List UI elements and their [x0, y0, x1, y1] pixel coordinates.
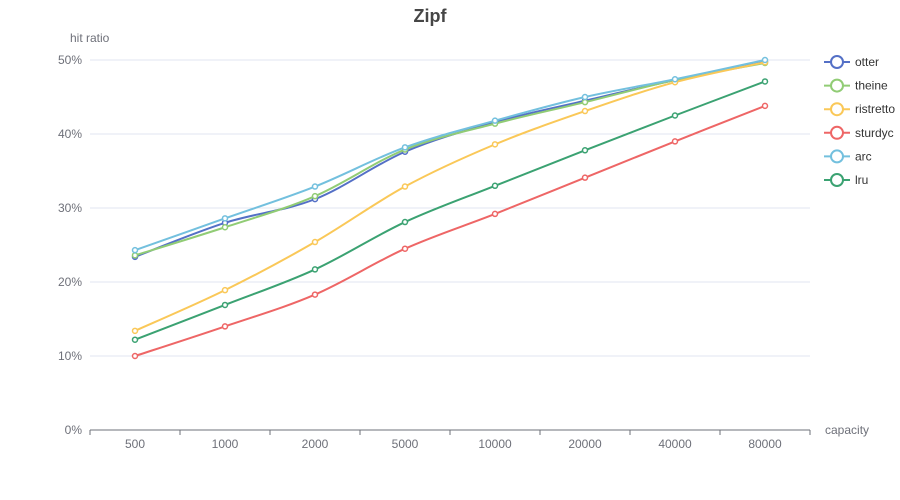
data-point [401, 245, 409, 252]
y-axis-label: hit ratio [70, 31, 110, 45]
data-point [131, 352, 139, 360]
x-tick-label: 10000 [478, 437, 512, 451]
x-tick-label: 500 [125, 437, 145, 451]
data-point [221, 323, 229, 330]
data-point [491, 141, 499, 148]
data-point [491, 117, 499, 124]
series-line-sturdyc [134, 104, 766, 357]
x-tick-label: 40000 [658, 437, 692, 451]
chart-title: Zipf [414, 6, 448, 26]
legend-label: otter [855, 55, 879, 69]
data-point [491, 182, 499, 190]
data-point [131, 336, 139, 343]
y-tick-label: 0% [65, 423, 83, 437]
y-axis: 0% 10% 20% 30% 40% 50% [58, 53, 82, 437]
data-point [401, 144, 409, 151]
legend-label: lru [855, 173, 868, 187]
legend: otter theine ristretto sturdyc arc lru [824, 55, 895, 187]
legend-item-arc[interactable]: arc [824, 149, 872, 164]
data-point [221, 301, 229, 309]
legend-circle-icon [830, 55, 844, 69]
data-point [131, 327, 139, 335]
series-arc [131, 56, 769, 254]
series-line-lru [134, 80, 766, 341]
data-point [761, 102, 769, 110]
data-point [491, 210, 499, 218]
series-line-otter [134, 60, 766, 258]
data-point [311, 266, 319, 273]
x-tick-label: 2000 [302, 437, 329, 451]
data-point [311, 238, 319, 246]
x-tick-label: 5000 [392, 437, 419, 451]
legend-item-ristretto[interactable]: ristretto [824, 102, 895, 117]
legend-circle-icon [830, 173, 844, 187]
legend-circle-icon [830, 149, 844, 164]
data-point [581, 107, 589, 115]
x-axis-label: capacity [825, 423, 869, 437]
data-point [581, 98, 589, 106]
data-point [671, 138, 679, 145]
x-tick-label: 1000 [212, 437, 239, 451]
data-point [221, 223, 229, 231]
data-point [401, 218, 409, 226]
data-point [401, 183, 409, 190]
data-point [311, 183, 319, 190]
y-tick-label: 50% [58, 53, 82, 67]
series-lru [131, 78, 769, 343]
series-otter [131, 58, 769, 261]
data-point [311, 192, 319, 200]
legend-circle-icon [830, 102, 844, 117]
legend-item-sturdyc[interactable]: sturdyc [824, 125, 894, 140]
legend-circle-icon [830, 125, 844, 140]
series-sturdyc [131, 102, 769, 360]
series-line-arc [134, 59, 766, 252]
legend-circle-icon [830, 78, 844, 93]
data-point [581, 93, 589, 101]
y-tick-label: 30% [58, 201, 82, 215]
data-point [131, 252, 139, 259]
y-tick-label: 40% [58, 127, 82, 141]
legend-item-lru[interactable]: lru [824, 173, 868, 187]
series-line-ristretto [134, 61, 766, 332]
data-point [581, 174, 589, 181]
data-point [311, 291, 319, 298]
y-tick-label: 10% [58, 349, 82, 363]
data-point [131, 246, 139, 254]
data-point [221, 215, 229, 222]
legend-label: arc [855, 149, 872, 163]
series-ristretto [131, 58, 769, 335]
legend-label: ristretto [855, 102, 895, 116]
grid [90, 59, 810, 357]
data-point [581, 147, 589, 154]
series-line-theine [134, 61, 766, 257]
data-point [761, 56, 769, 64]
data-point [761, 78, 769, 85]
data-point [221, 286, 229, 294]
x-axis: 500 1000 2000 5000 10000 20000 40000 80000 [89, 429, 811, 451]
data-point [671, 112, 679, 119]
legend-label: sturdyc [855, 126, 894, 140]
legend-label: theine [855, 79, 888, 93]
data-point [671, 75, 679, 83]
x-tick-label: 20000 [568, 437, 602, 451]
y-tick-label: 20% [58, 275, 82, 289]
x-tick-label: 80000 [748, 437, 782, 451]
series-theine [131, 59, 769, 259]
series-group [131, 56, 769, 360]
legend-item-theine[interactable]: theine [824, 78, 888, 93]
legend-item-otter[interactable]: otter [824, 55, 879, 69]
